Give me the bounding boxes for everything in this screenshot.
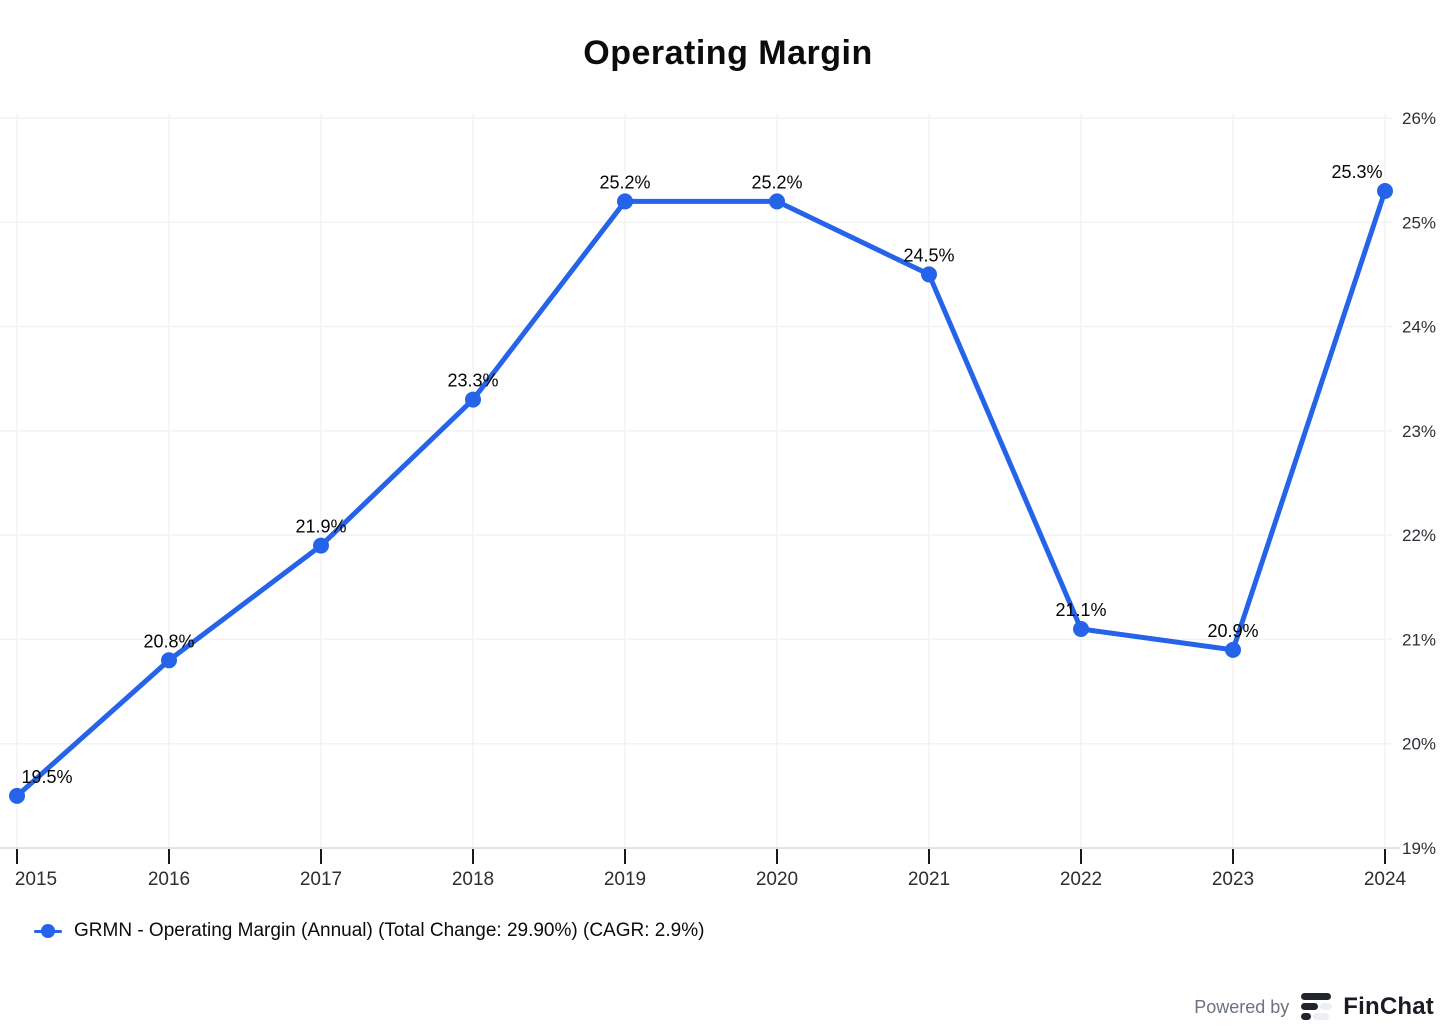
data-point-label: 19.5% <box>21 767 72 787</box>
data-point[interactable] <box>161 652 177 669</box>
x-axis-label: 2020 <box>756 869 798 890</box>
finchat-brand: FinChat <box>1343 993 1434 1020</box>
x-axis-label: 2022 <box>1060 869 1102 890</box>
data-point[interactable] <box>617 193 633 210</box>
y-axis-label: 20% <box>1402 735 1436 754</box>
y-axis-label: 21% <box>1402 630 1436 649</box>
data-point[interactable] <box>1225 641 1241 658</box>
data-point-label: 21.1% <box>1055 600 1106 620</box>
y-axis-label: 19% <box>1402 839 1436 858</box>
data-point-label: 25.2% <box>751 172 802 192</box>
data-point-label: 25.3% <box>1331 162 1382 182</box>
data-point-label: 20.8% <box>143 631 194 651</box>
data-point[interactable] <box>1377 183 1393 199</box>
x-axis-label: 2021 <box>908 869 950 890</box>
data-point[interactable] <box>313 537 329 554</box>
legend-label: GRMN - Operating Margin (Annual) (Total … <box>74 920 705 941</box>
x-axis-label: 2017 <box>300 869 342 890</box>
series-line <box>14 188 1388 799</box>
x-axis-label: 2015 <box>15 869 57 890</box>
y-axis-label: 23% <box>1402 422 1436 441</box>
x-axis-label: 2023 <box>1212 869 1254 890</box>
chart-title: Operating Margin <box>583 34 873 72</box>
y-axis-label: 25% <box>1402 213 1436 232</box>
data-point-label: 24.5% <box>903 245 954 265</box>
data-point[interactable] <box>921 266 937 283</box>
x-axis-label: 2016 <box>148 869 190 890</box>
legend-series-marker-icon <box>34 924 62 938</box>
data-point[interactable] <box>9 787 25 804</box>
data-point[interactable] <box>769 193 785 210</box>
x-axis-label: 2019 <box>604 869 646 890</box>
x-axis-label: 2018 <box>452 869 494 890</box>
powered-by-label: Powered by <box>1194 996 1290 1017</box>
y-axis-label: 22% <box>1402 526 1436 545</box>
legend-item[interactable]: GRMN - Operating Margin (Annual) (Total … <box>34 920 704 942</box>
finchat-logo-icon <box>1301 992 1333 1022</box>
data-point-label: 25.2% <box>599 172 650 192</box>
footer-attribution: Powered by FinChat <box>1194 992 1434 1022</box>
y-axis-label: 26% <box>1402 109 1436 128</box>
x-axis-label: 2024 <box>1364 869 1407 890</box>
data-point-label: 20.9% <box>1207 621 1258 641</box>
data-point[interactable] <box>465 391 481 408</box>
y-axis-label: 24% <box>1402 318 1436 337</box>
data-point-label: 21.9% <box>295 517 346 537</box>
data-point-label: 23.3% <box>447 371 498 391</box>
data-point[interactable] <box>1073 621 1089 637</box>
